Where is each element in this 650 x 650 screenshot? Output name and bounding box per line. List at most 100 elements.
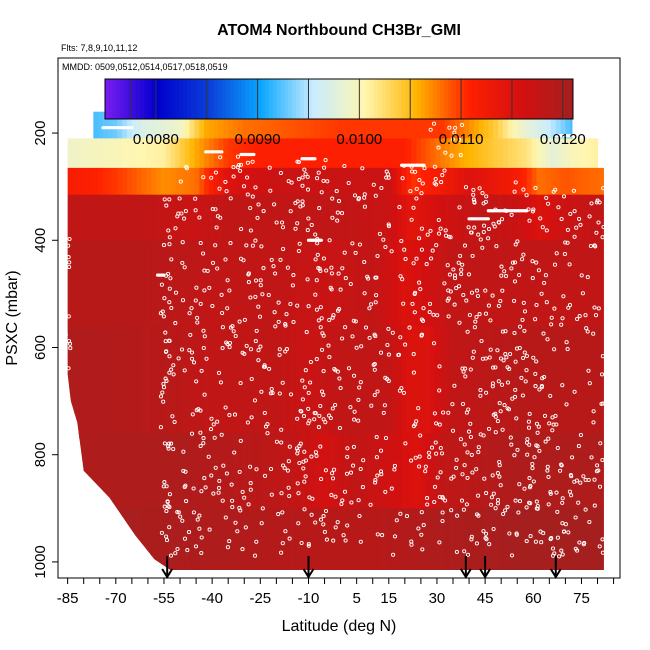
- heatmap-cell: [444, 194, 451, 241]
- sample-point: [455, 513, 460, 518]
- sample-point: [492, 224, 497, 229]
- heatmap-cell: [252, 167, 258, 196]
- sample-point: [571, 188, 576, 193]
- heatmap-cell: [102, 508, 109, 570]
- sample-point: [300, 199, 305, 204]
- sample-point: [280, 225, 286, 230]
- heatmap-cell: [565, 508, 571, 570]
- colorbar-swatch: [339, 79, 344, 119]
- colorbar-swatch: [405, 79, 410, 119]
- heatmap-cell: [512, 508, 518, 570]
- heatmap-cell: [117, 167, 123, 196]
- sample-point: [553, 413, 558, 418]
- heatmap-cell: [257, 111, 263, 140]
- heatmap-cell: [444, 508, 451, 570]
- sample-point: [187, 348, 192, 353]
- colorbar-swatch: [155, 79, 161, 119]
- heatmap-cell: [363, 167, 369, 196]
- sample-point: [282, 466, 287, 471]
- sample-point: [356, 418, 361, 423]
- sample-point: [421, 523, 426, 528]
- heatmap-cell: [372, 240, 379, 327]
- heatmap-cell: [382, 508, 388, 570]
- sample-point: [486, 426, 492, 431]
- sample-point: [504, 355, 509, 360]
- heatmap-cell: [579, 240, 586, 327]
- sample-point: [554, 490, 559, 495]
- sample-point: [497, 401, 502, 406]
- sample-point: [502, 208, 507, 213]
- sample-point: [414, 196, 419, 201]
- heatmap-cell: [112, 326, 119, 434]
- heatmap-cell: [358, 111, 364, 140]
- heatmap-cell: [469, 138, 475, 169]
- sample-point: [536, 268, 541, 273]
- sample-point: [183, 209, 188, 214]
- heatmap-cell: [430, 508, 436, 570]
- heatmap-cell: [213, 111, 220, 140]
- heatmap-cell: [146, 508, 152, 570]
- heatmap-cell: [141, 138, 147, 169]
- colorbar-swatch: [300, 79, 305, 119]
- heatmap-cell: [531, 167, 538, 196]
- sample-point: [596, 306, 601, 311]
- sample-point: [422, 166, 427, 171]
- sample-point: [319, 347, 325, 352]
- sample-point: [67, 260, 72, 265]
- sample-point: [558, 468, 563, 473]
- sample-point: [367, 335, 372, 340]
- sample-point: [543, 439, 548, 444]
- sample-point: [304, 330, 309, 335]
- sample-point: [260, 292, 265, 297]
- heatmap-cell: [213, 167, 220, 196]
- heatmap-cell: [242, 508, 249, 570]
- colorbar-tick-label: 0.0080: [133, 131, 179, 148]
- sample-point: [528, 483, 533, 488]
- sample-point: [195, 517, 200, 522]
- sample-point: [178, 179, 183, 184]
- heatmap-cell: [146, 433, 152, 509]
- heatmap-cell: [160, 433, 167, 509]
- sample-point: [330, 476, 336, 481]
- heatmap-cell: [237, 326, 244, 434]
- sample-point: [530, 461, 535, 467]
- heatmap-cell: [546, 508, 552, 570]
- sample-point: [552, 262, 558, 267]
- sample-point: [417, 236, 422, 241]
- heatmap-cell: [493, 240, 499, 327]
- sample-point: [305, 174, 310, 179]
- heatmap-cell: [401, 240, 408, 327]
- sample-point: [163, 376, 168, 381]
- heatmap-cell: [575, 433, 581, 509]
- colorbar-swatch: [537, 79, 543, 119]
- heatmap-cell: [358, 194, 364, 241]
- sample-point: [329, 493, 334, 498]
- sample-point: [330, 471, 335, 476]
- heatmap-cell: [189, 508, 196, 570]
- sample-point: [596, 220, 601, 225]
- heatmap-cell: [127, 111, 133, 140]
- heatmap-cell: [497, 111, 504, 140]
- heatmap-cell: [440, 194, 446, 241]
- heatmap-cell: [305, 167, 311, 196]
- sample-point: [594, 230, 599, 235]
- heatmap-cell: [599, 194, 604, 241]
- sample-point: [458, 437, 463, 442]
- sample-point: [533, 185, 538, 190]
- heatmap-cell: [180, 240, 186, 327]
- sample-point: [331, 313, 336, 318]
- sample-point: [391, 552, 396, 557]
- sample-point: [227, 539, 232, 544]
- heatmap-cell: [310, 508, 316, 570]
- sample-point: [171, 363, 176, 368]
- heatmap-cell: [324, 111, 330, 140]
- heatmap-cell: [391, 138, 398, 169]
- colorbar-swatch: [354, 79, 359, 119]
- sample-point: [573, 515, 578, 520]
- sample-point: [321, 514, 326, 519]
- sample-point: [321, 369, 326, 374]
- x-tick-label: 5: [352, 590, 360, 607]
- colorbar-swatch: [549, 79, 554, 119]
- sample-point: [301, 414, 307, 419]
- sample-point: [288, 301, 293, 307]
